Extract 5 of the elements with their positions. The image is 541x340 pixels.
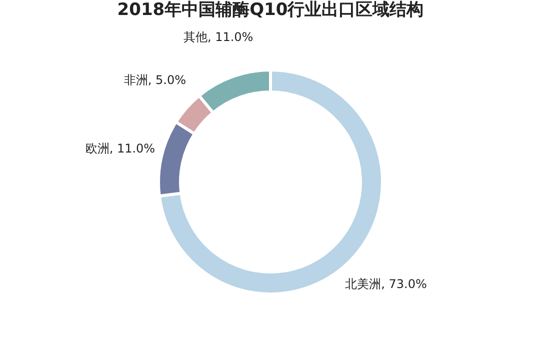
chart-title: 2018年中国辅酶Q10行业出口区域结构 [117, 0, 424, 20]
slice-label: 欧洲, 11.0% [85, 141, 156, 156]
slice-label: 非洲, 5.0% [124, 73, 186, 88]
slice-label: 北美洲, 73.0% [345, 276, 427, 291]
slice-label: 其他, 11.0% [183, 30, 254, 44]
